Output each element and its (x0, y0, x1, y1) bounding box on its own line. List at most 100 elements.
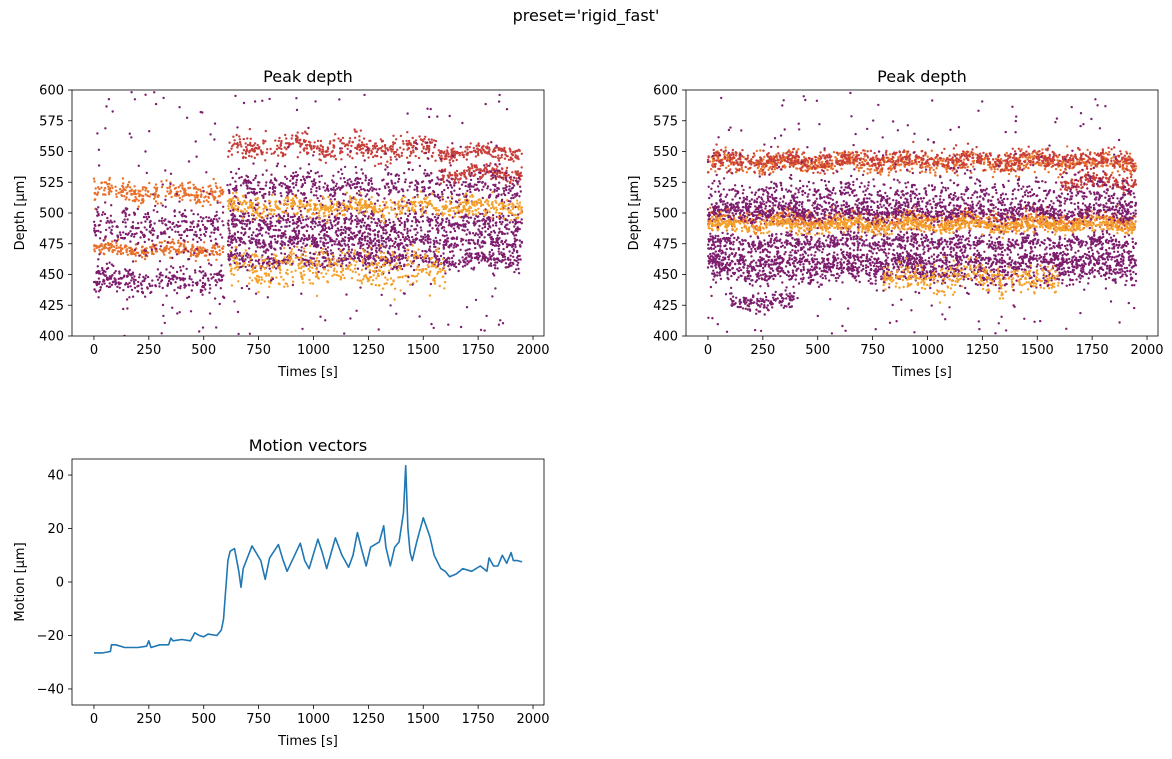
scatter-point (450, 223, 454, 226)
scatter-point (312, 213, 316, 216)
scatter-point (378, 207, 381, 211)
scatter-point (453, 242, 457, 245)
scatter-point (324, 161, 328, 164)
scatter-point (291, 192, 294, 196)
scatter-point (509, 258, 512, 261)
scatter-point (423, 186, 426, 189)
scatter-point (144, 220, 147, 223)
scatter-point (284, 175, 287, 179)
scatter-point (333, 139, 336, 142)
scatter-point (202, 270, 205, 273)
scatter-point (440, 211, 444, 214)
scatter-point (307, 263, 311, 266)
scatter-point (216, 186, 219, 190)
scatter-point (425, 260, 428, 263)
scatter-point (357, 242, 360, 245)
scatter-point (179, 285, 182, 288)
scatter-point (445, 154, 448, 158)
scatter-point (489, 220, 492, 223)
scatter-point (245, 210, 248, 213)
scatter-point (232, 223, 235, 226)
scatter-point (289, 235, 292, 238)
scatter-point (207, 196, 210, 200)
scatter-point (315, 186, 318, 190)
scatter-point (500, 153, 504, 157)
x-tick-label: 2000 (516, 343, 549, 358)
scatter-point (494, 174, 497, 178)
scatter-point (268, 245, 271, 248)
scatter-point (411, 206, 414, 209)
scatter-point (485, 167, 488, 170)
scatter-point (363, 235, 366, 239)
scatter-point (341, 172, 344, 176)
scatter-point (251, 202, 255, 205)
scatter-point (153, 186, 156, 189)
scatter-point (464, 225, 467, 228)
scatter-point (483, 236, 486, 239)
scatter-point (282, 258, 286, 261)
scatter-point (333, 208, 336, 212)
scatter-point (511, 261, 514, 265)
scatter-point (467, 166, 470, 169)
scatter-point (413, 210, 416, 213)
scatter-point (495, 201, 498, 204)
scatter-point (174, 186, 178, 190)
scatter-point (191, 284, 194, 287)
scatter-point (449, 184, 452, 187)
scatter-point (160, 180, 163, 183)
scatter-point (302, 233, 305, 236)
scatter-point (228, 200, 232, 203)
scatter-point (450, 186, 454, 189)
scatter-point (300, 205, 303, 208)
scatter-point (464, 150, 467, 153)
scatter-point (241, 258, 244, 262)
scatter-point (136, 285, 139, 288)
scatter-point (351, 232, 354, 235)
scatter-point (92, 220, 96, 223)
scatter-point (391, 259, 394, 263)
scatter-point (218, 249, 221, 252)
scatter-point (397, 230, 400, 234)
scatter-point (93, 227, 96, 230)
scatter-point (238, 135, 241, 138)
scatter-point (230, 198, 233, 201)
scatter-point (145, 247, 148, 250)
scatter-point (227, 149, 230, 153)
scatter-point (280, 139, 283, 143)
scatter-point (517, 176, 521, 180)
scatter-point (145, 215, 148, 219)
scatter-point (317, 270, 320, 274)
scatter-point (445, 179, 449, 182)
scatter-point (461, 151, 464, 154)
scatter-point (234, 204, 237, 208)
scatter-point (486, 222, 490, 225)
scatter-point (121, 184, 124, 188)
scatter-point (165, 244, 168, 248)
scatter-point (140, 194, 143, 197)
scatter-point (190, 209, 193, 212)
scatter-point (381, 179, 384, 182)
scatter-point (115, 239, 119, 243)
scatter-point (481, 196, 484, 200)
scatter-point (349, 236, 352, 239)
scatter-point (279, 143, 282, 146)
scatter-point (446, 174, 450, 177)
scatter-point (473, 234, 477, 237)
scatter-point (351, 141, 354, 144)
scatter-point (364, 176, 368, 179)
scatter-point (193, 194, 196, 197)
scatter-point (307, 235, 311, 239)
scatter-point (270, 253, 274, 256)
scatter-point (133, 191, 136, 194)
scatter-point (354, 177, 358, 180)
scatter-point (128, 249, 131, 253)
scatter-point (466, 189, 469, 193)
scatter-point (437, 209, 441, 212)
scatter-point (380, 220, 383, 223)
scatter-point (216, 273, 219, 277)
scatter-point (126, 207, 129, 210)
scatter-point (457, 181, 460, 184)
scatter-point (270, 257, 273, 260)
scatter-point (520, 218, 523, 221)
scatter-point (202, 200, 206, 203)
